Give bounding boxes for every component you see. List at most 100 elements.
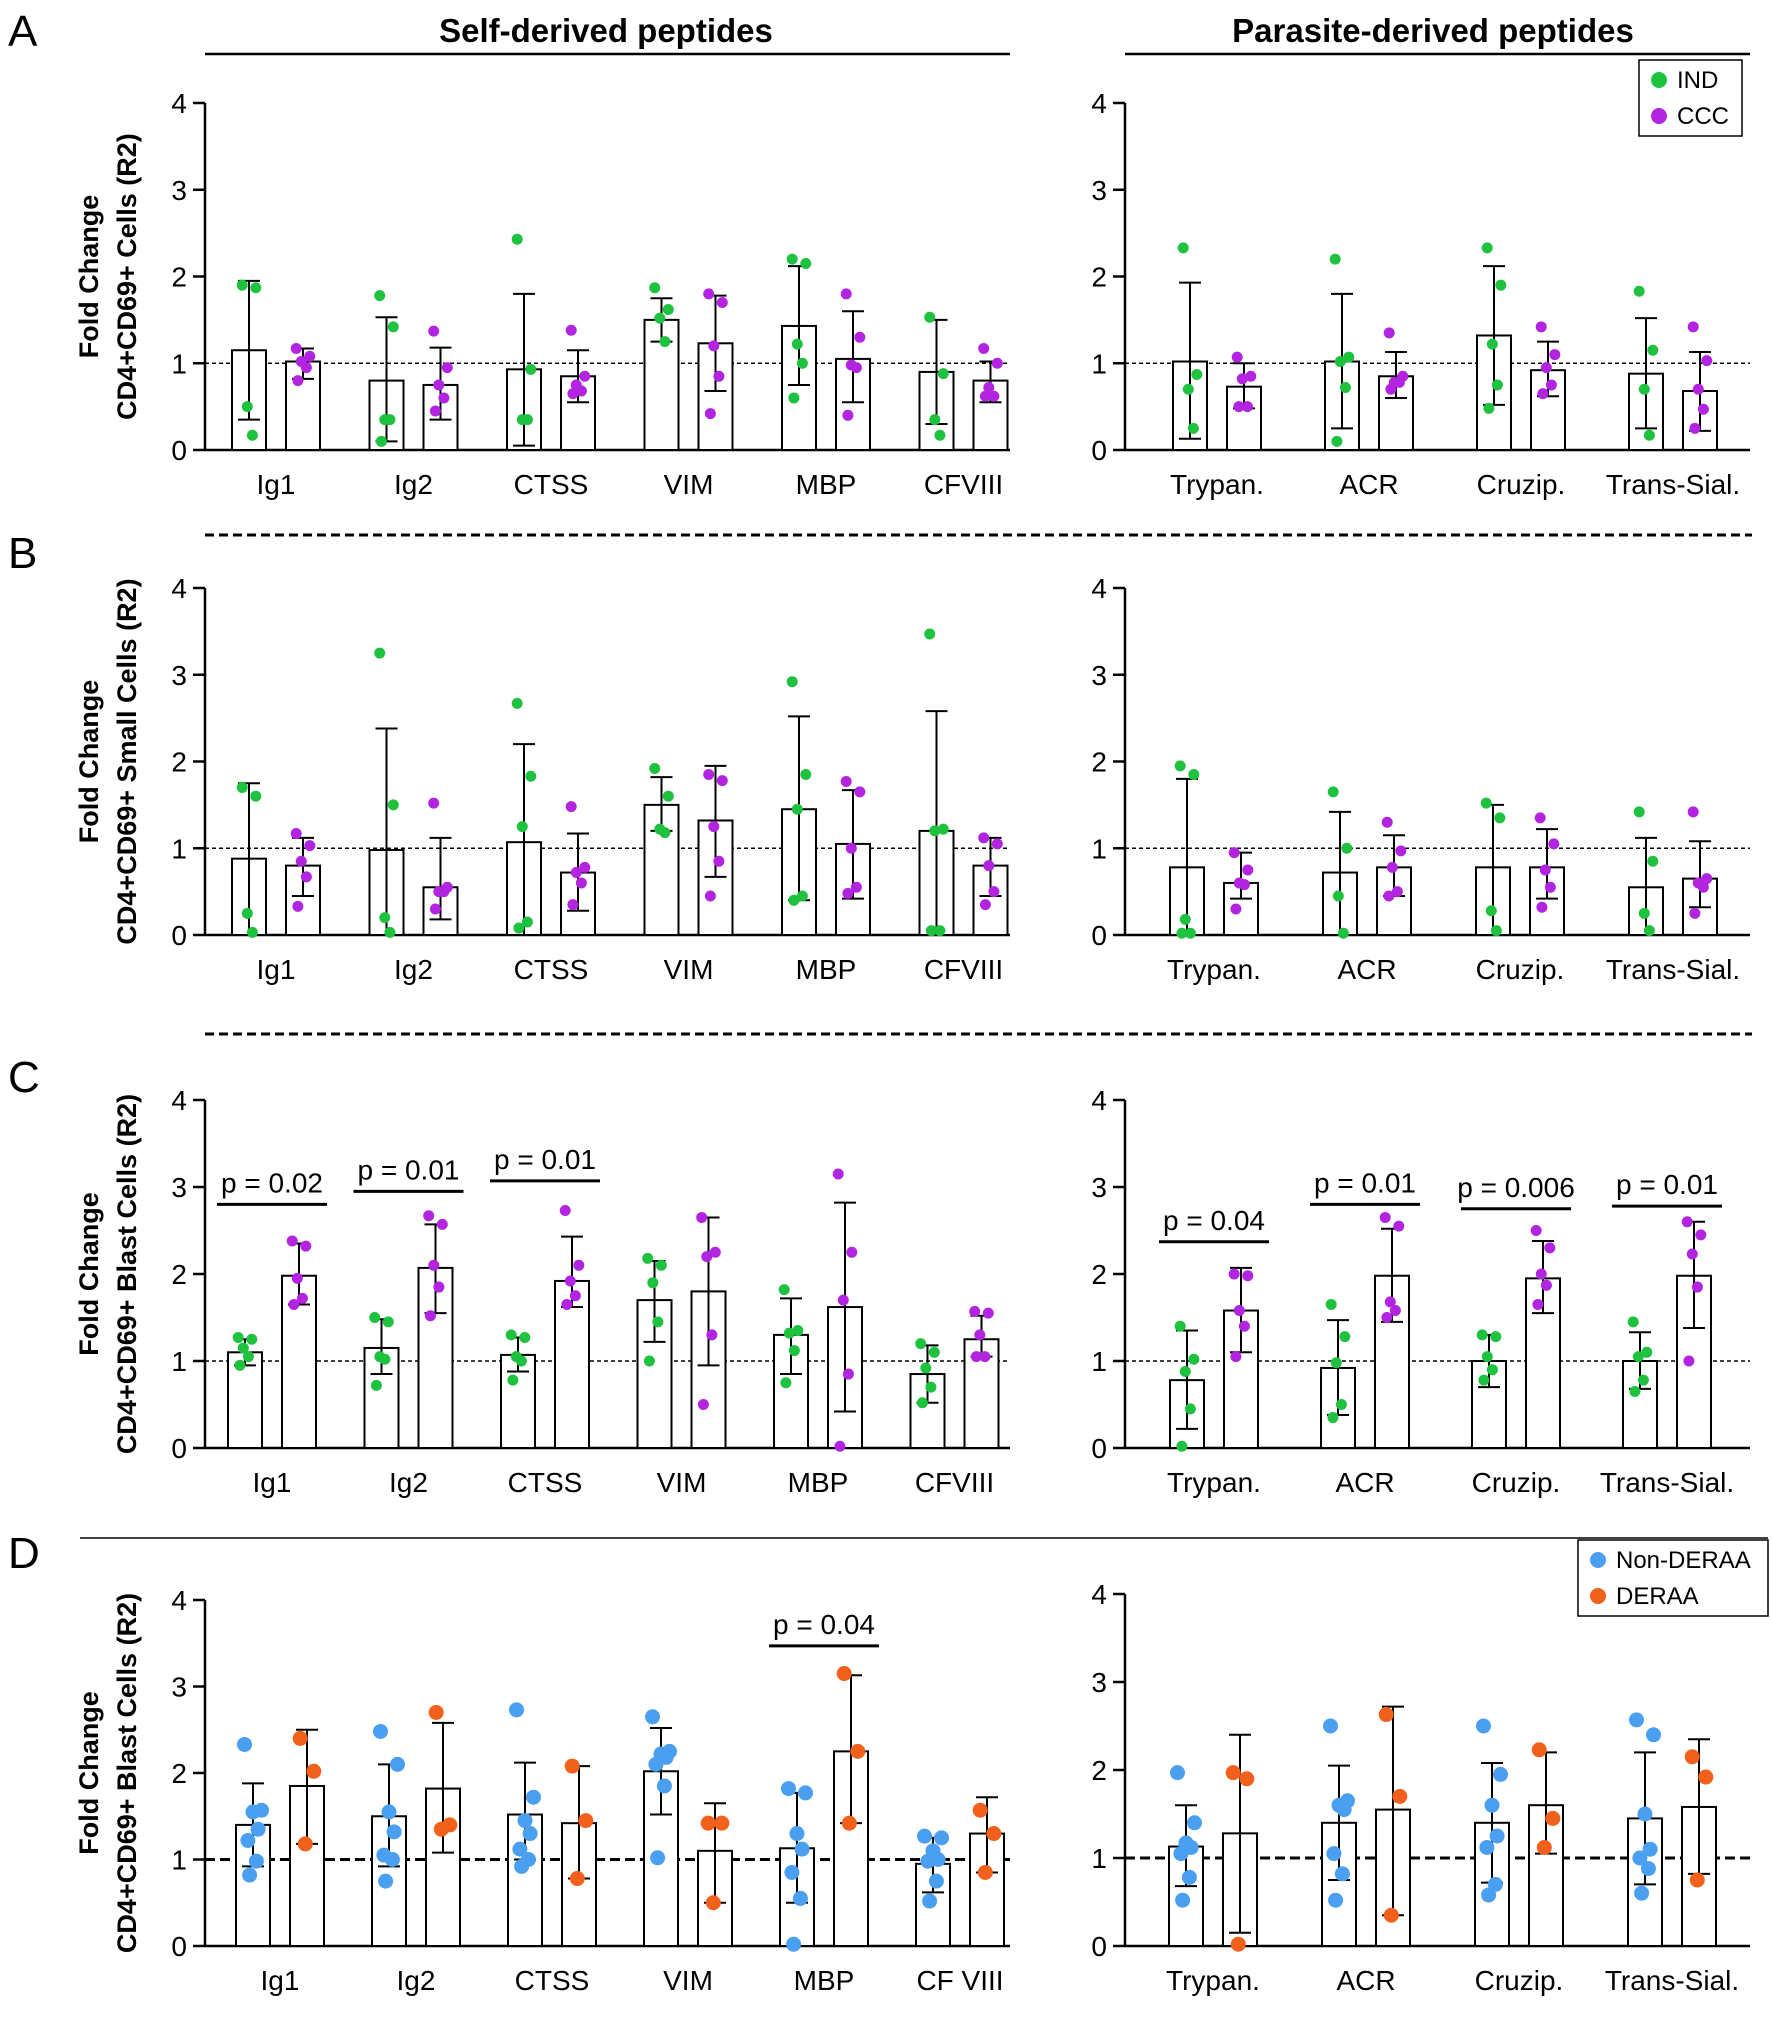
data-point [1179, 1365, 1191, 1377]
data-point [1549, 349, 1561, 361]
data-point [1176, 927, 1188, 939]
data-point [656, 1778, 672, 1794]
x-category-label: Trypan. [1167, 1467, 1261, 1498]
y-tick-label: 2 [171, 262, 187, 293]
y-tick-label: 1 [171, 833, 187, 864]
data-point [842, 1368, 854, 1380]
data-point [1632, 1850, 1648, 1866]
data-point [1545, 1810, 1561, 1826]
data-point [1334, 1866, 1350, 1882]
data-point [934, 429, 946, 441]
data-point [659, 827, 671, 839]
data-point [716, 297, 728, 309]
data-point [379, 912, 391, 924]
data-point [1378, 1707, 1394, 1723]
data-point [1341, 842, 1353, 854]
chart-C-self: 0 1 2 3 4 Fold Change CD4+CD69+ Blast Cells (R… [74, 1085, 1010, 1498]
data-point [1491, 379, 1503, 391]
data-point [1335, 1399, 1347, 1410]
data-point [304, 350, 316, 362]
data-point [642, 1252, 654, 1264]
chart-B-parasite: 0 1 2 3 4 Trypan. ACR Cruzip. Trans-Sial. [1091, 573, 1750, 985]
x-category-label: ACR [1336, 1965, 1395, 1996]
data-point [783, 1327, 795, 1339]
data-point [1182, 383, 1194, 395]
data-point [1181, 1869, 1197, 1885]
data-point [708, 340, 720, 352]
y-tick-label: 0 [1091, 920, 1107, 951]
data-point [521, 916, 533, 928]
data-point [837, 1294, 849, 1306]
y-tick-label: 1 [1091, 1346, 1107, 1377]
data-point [1483, 402, 1495, 414]
data-point [794, 1841, 810, 1857]
data-point [1689, 422, 1701, 434]
data-point [1395, 845, 1407, 857]
data-point [561, 1298, 573, 1310]
data-point [369, 1312, 381, 1323]
y-tick-label: 2 [171, 1259, 187, 1290]
legend-label: CCC [1677, 103, 1729, 130]
data-point [978, 832, 990, 844]
data-point [1697, 403, 1709, 415]
data-point [290, 828, 302, 840]
data-point [1634, 1885, 1650, 1901]
data-point [1188, 769, 1200, 781]
data-point [1239, 1771, 1255, 1787]
data-point [979, 899, 991, 911]
y-tick-label: 1 [1091, 833, 1107, 864]
data-point [937, 823, 949, 835]
x-category-label: CF VIII [916, 1965, 1003, 1996]
p-value-label: p = 0.01 [358, 1154, 460, 1185]
data-point [915, 1338, 927, 1350]
data-point [650, 1850, 666, 1866]
y-tick-label: 0 [1091, 1931, 1107, 1962]
data-point [1328, 1892, 1344, 1908]
data-point [567, 388, 579, 400]
data-point [1233, 1305, 1245, 1317]
data-point [1535, 321, 1547, 333]
data-point [1478, 1374, 1490, 1386]
data-point [662, 790, 674, 802]
y-tick-label: 3 [171, 1672, 187, 1703]
data-point [1170, 1765, 1185, 1781]
data-point [375, 435, 387, 447]
data-point [433, 379, 445, 391]
data-point [786, 676, 798, 688]
data-point [1701, 355, 1713, 367]
data-point [438, 886, 450, 898]
chart-D-self: 0 1 2 3 4 Fold Change CD4+CD69+ Blast Cells (R… [74, 1585, 1010, 1996]
data-point [841, 1815, 857, 1831]
y-tick-label: 3 [171, 175, 187, 206]
data-point [569, 1290, 581, 1302]
data-point [1233, 401, 1245, 413]
data-point [428, 1259, 440, 1271]
x-category-label: CTSS [515, 1965, 590, 1996]
data-point [1174, 760, 1186, 772]
data-point [522, 1826, 538, 1842]
data-point [564, 1758, 580, 1774]
data-point [1179, 913, 1191, 925]
data-point [800, 769, 812, 781]
chart-B-self: 0 1 2 3 4 Fold Change CD4+CD69+ Small Cells (R… [74, 573, 1010, 985]
data-point [519, 1332, 531, 1344]
data-point [1383, 1907, 1399, 1923]
data-point [705, 1895, 721, 1911]
data-point [1695, 1229, 1707, 1241]
data-point [521, 414, 533, 426]
data-point [1383, 890, 1395, 902]
data-point [840, 775, 852, 787]
data-point [373, 1723, 388, 1739]
y-tick-label: 2 [1091, 262, 1107, 293]
x-category-label: VIM [657, 1467, 707, 1498]
data-point [649, 282, 661, 294]
x-category-label: MBP [794, 1965, 855, 1996]
data-point [559, 1204, 571, 1216]
data-point [1336, 1802, 1352, 1818]
y-tick-label: 2 [1091, 1259, 1107, 1290]
data-point [1689, 907, 1701, 919]
data-point [643, 1355, 655, 1367]
data-point [928, 1873, 944, 1889]
data-point [1325, 1298, 1337, 1310]
